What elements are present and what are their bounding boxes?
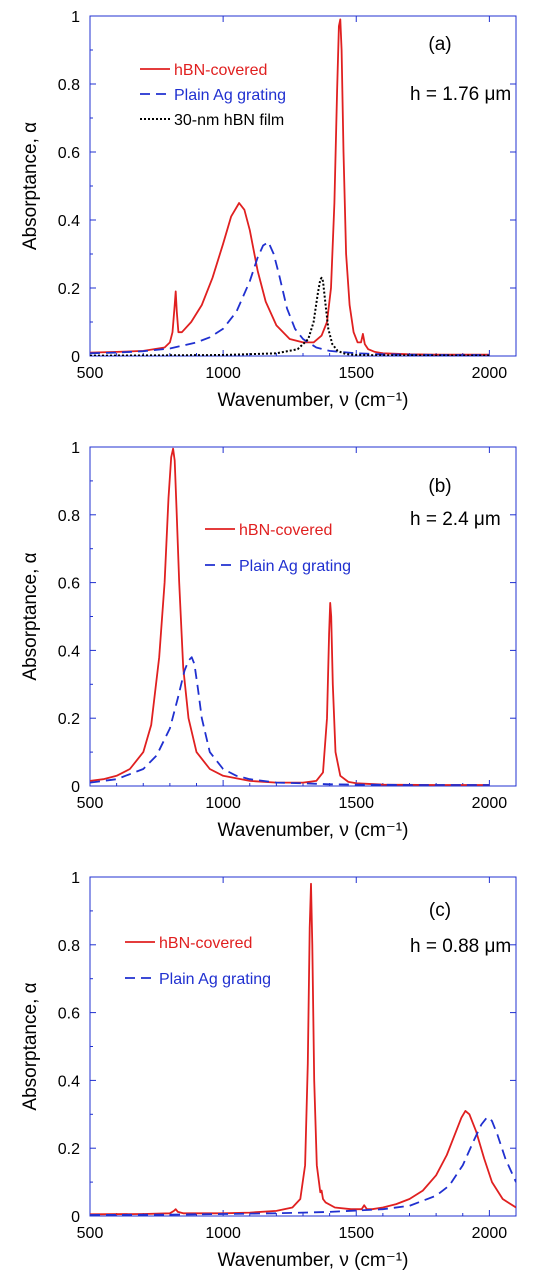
- x-tick-label: 1500: [338, 795, 374, 812]
- panel-annotation: h = 2.4 μm: [410, 509, 501, 530]
- legend-label: Plain Ag grating: [159, 971, 271, 988]
- y-tick-label: 1: [71, 440, 80, 457]
- y-tick-label: 0.6: [58, 145, 80, 162]
- y-tick-label: 0: [71, 1209, 80, 1226]
- y-axis-label: Absorptance, α: [20, 552, 41, 680]
- y-tick-label: 0.6: [58, 576, 80, 593]
- legend-label: hBN-covered: [159, 935, 252, 952]
- panel-label: (a): [428, 34, 451, 55]
- y-tick-label: 0.4: [58, 213, 80, 230]
- x-tick-label: 2000: [472, 795, 508, 812]
- legend-label: Plain Ag grating: [239, 558, 351, 575]
- y-tick-label: 0.8: [58, 938, 80, 955]
- panel-label: (c): [429, 900, 451, 921]
- chart-panel-2: 500 1000 1500 2000 0 0.2 0.4 0.6 0.8 1 Wavenumber,…: [20, 440, 517, 841]
- legend-label: hBN-covered: [239, 522, 332, 539]
- y-tick-label: 0.6: [58, 1006, 80, 1023]
- series-line-plain-ag-grating: [90, 656, 490, 786]
- y-tick-label: 0.4: [58, 643, 80, 660]
- series-line-hbn-covered: [90, 882, 516, 1216]
- x-axis-label: Wavenumber, ν (cm⁻¹): [218, 1250, 409, 1271]
- x-axis-label: Wavenumber, ν (cm⁻¹): [218, 390, 409, 411]
- x-tick-label: 1500: [338, 365, 374, 382]
- x-tick-label: 1500: [338, 1225, 374, 1242]
- x-tick-label: 1000: [205, 1225, 241, 1242]
- x-tick-label: 500: [77, 1225, 104, 1242]
- panel-annotation: h = 1.76 μm: [410, 84, 511, 105]
- y-tick-label: 0.4: [58, 1073, 80, 1090]
- y-tick-label: 1: [71, 870, 80, 887]
- series-line-30-nm-hbn-film: [90, 276, 490, 356]
- x-tick-label: 1000: [205, 795, 241, 812]
- x-axis-label: Wavenumber, ν (cm⁻¹): [218, 820, 409, 841]
- y-tick-label: 1: [71, 9, 80, 26]
- x-tick-label: 1000: [205, 365, 241, 382]
- x-tick-label: 2000: [472, 365, 508, 382]
- y-tick-label: 0: [71, 779, 80, 796]
- legend-label: 30-nm hBN film: [174, 112, 284, 129]
- legend-label: hBN-covered: [174, 62, 267, 79]
- y-tick-label: 0: [71, 349, 80, 366]
- plot-frame: [89, 15, 517, 357]
- plot-frame: [89, 876, 517, 1217]
- series-line-plain-ag-grating: [90, 1116, 516, 1216]
- panel-label: (b): [428, 476, 451, 497]
- y-tick-label: 0.8: [58, 77, 80, 94]
- panel-annotation: h = 0.88 μm: [410, 936, 511, 957]
- x-tick-label: 500: [77, 795, 104, 812]
- y-tick-label: 0.2: [58, 281, 80, 298]
- y-axis-label: Absorptance, α: [20, 982, 41, 1110]
- chart-panel-3: 500 1000 1500 2000 0 0.2 0.4 0.6 0.8 1 Wavenumber,…: [20, 870, 517, 1271]
- series-line-hbn-covered: [90, 447, 490, 786]
- y-tick-label: 0.8: [58, 508, 80, 525]
- x-tick-label: 500: [77, 365, 104, 382]
- plot-frame: [89, 446, 517, 787]
- x-tick-label: 2000: [472, 1225, 508, 1242]
- series-line-hbn-covered: [90, 18, 490, 356]
- chart-panel-1: 500 1000 1500 2000 0 0.2 0.4 0.6 0.8 1 Wavenumber,…: [20, 9, 517, 411]
- series-line-plain-ag-grating: [90, 241, 490, 356]
- legend-label: Plain Ag grating: [174, 87, 286, 104]
- y-axis-label: Absorptance, α: [20, 122, 41, 250]
- y-tick-label: 0.2: [58, 711, 80, 728]
- y-tick-label: 0.2: [58, 1141, 80, 1158]
